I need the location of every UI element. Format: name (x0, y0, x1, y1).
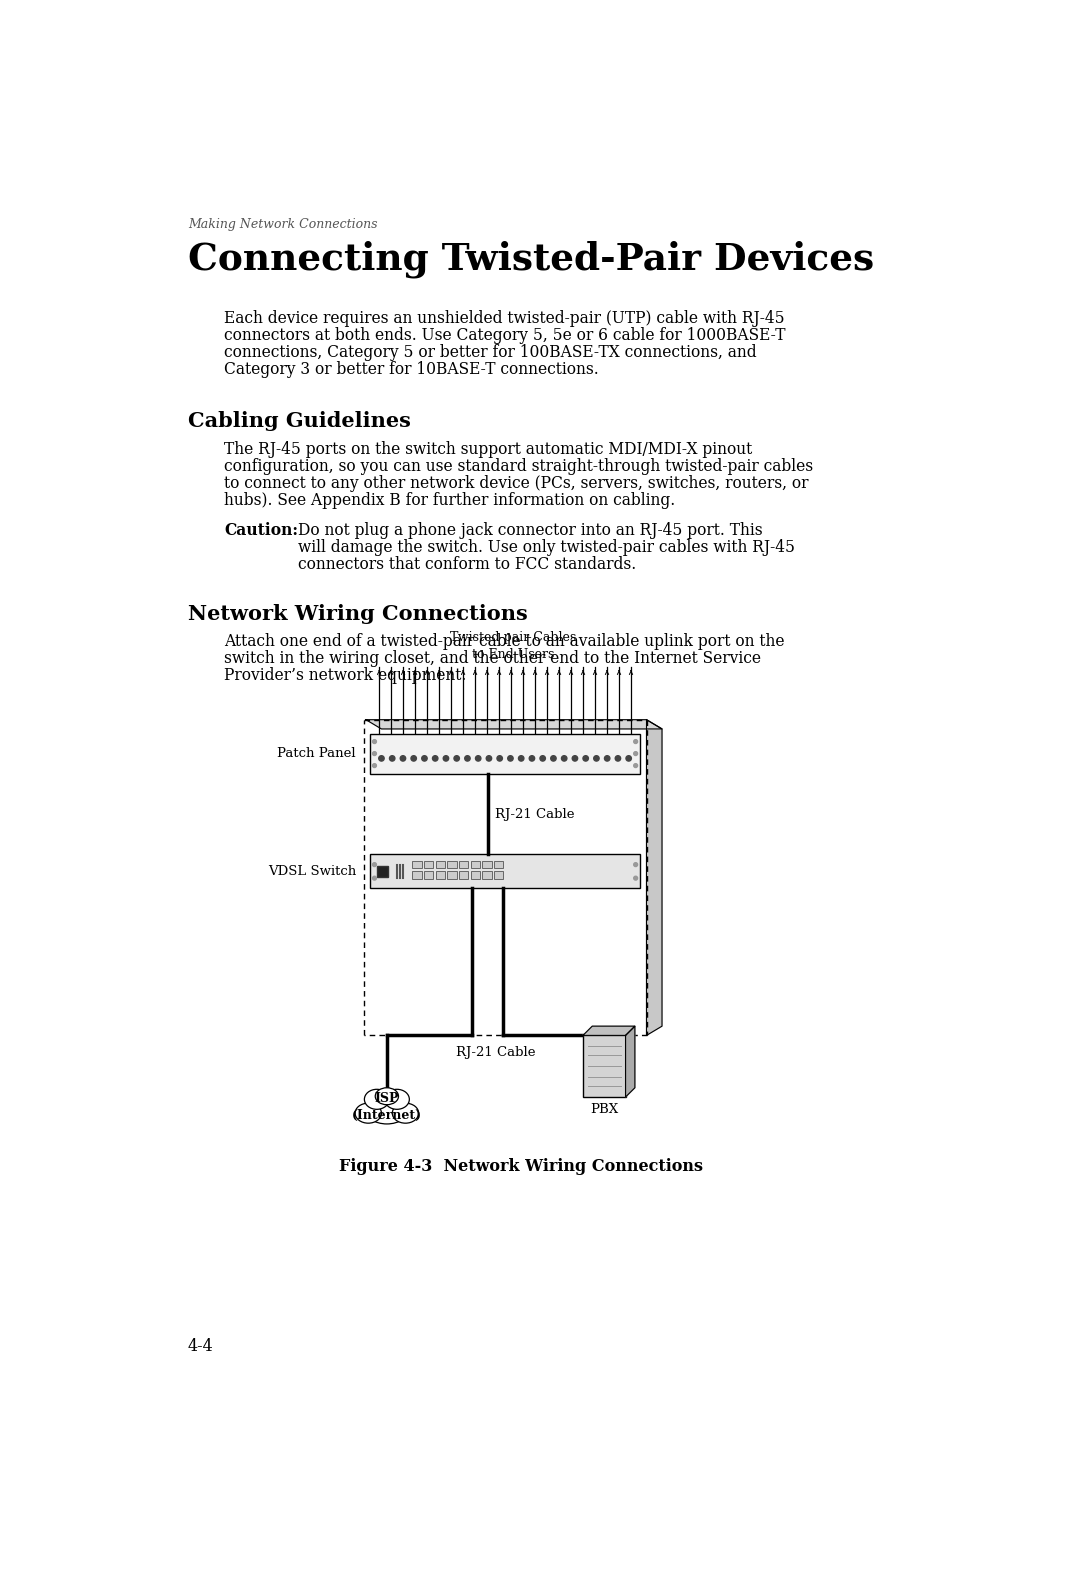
Ellipse shape (364, 1093, 409, 1124)
Text: ISP
(Internet): ISP (Internet) (352, 1093, 422, 1121)
Bar (494, 871, 503, 879)
Text: Network Wiring Connections: Network Wiring Connections (188, 603, 527, 623)
Polygon shape (583, 1027, 635, 1035)
Ellipse shape (392, 1104, 419, 1123)
Circle shape (432, 755, 437, 761)
Text: Connecting Twisted-Pair Devices: Connecting Twisted-Pair Devices (188, 240, 874, 278)
Ellipse shape (375, 1088, 399, 1105)
Circle shape (411, 755, 417, 761)
Circle shape (464, 755, 470, 761)
Text: VDSL Switch: VDSL Switch (268, 865, 356, 878)
Bar (369, 854, 640, 889)
Circle shape (518, 755, 524, 761)
Circle shape (373, 876, 377, 881)
Text: RJ-21 Cable: RJ-21 Cable (496, 807, 575, 821)
Bar (377, 867, 388, 876)
Text: Twisted-pair Cables
to End Users: Twisted-pair Cables to End Users (449, 631, 576, 661)
Polygon shape (366, 719, 662, 728)
Ellipse shape (355, 1104, 381, 1123)
Text: configuration, so you can use standard straight-through twisted-pair cables: configuration, so you can use standard s… (225, 458, 813, 476)
Circle shape (373, 752, 377, 755)
Text: connections, Category 5 or better for 100BASE-TX connections, and: connections, Category 5 or better for 10… (225, 344, 757, 361)
Bar (435, 860, 445, 868)
Circle shape (634, 763, 637, 768)
Text: Each device requires an unshielded twisted-pair (UTP) cable with RJ-45: Each device requires an unshielded twist… (225, 311, 785, 327)
Bar (471, 871, 480, 879)
Circle shape (605, 755, 610, 761)
Circle shape (634, 739, 637, 744)
Circle shape (508, 755, 513, 761)
Circle shape (373, 862, 377, 867)
Text: connectors at both ends. Use Category 5, 5e or 6 cable for 1000BASE-T: connectors at both ends. Use Category 5,… (225, 327, 785, 344)
Text: switch in the wiring closet, and the other end to the Internet Service: switch in the wiring closet, and the oth… (225, 650, 761, 667)
Text: Figure 4-3  Network Wiring Connections: Figure 4-3 Network Wiring Connections (338, 1157, 703, 1174)
Circle shape (390, 755, 395, 761)
Circle shape (562, 755, 567, 761)
Text: The RJ-45 ports on the switch support automatic MDI/MDI-X pinout: The RJ-45 ports on the switch support au… (225, 441, 753, 458)
Bar (494, 860, 503, 868)
Polygon shape (647, 719, 662, 1035)
Bar (435, 871, 445, 879)
Bar (413, 871, 422, 879)
Text: connectors that conform to FCC standards.: connectors that conform to FCC standards… (298, 556, 636, 573)
Circle shape (634, 876, 637, 881)
Circle shape (373, 739, 377, 744)
Ellipse shape (384, 1090, 409, 1110)
Circle shape (421, 755, 428, 761)
Bar (413, 860, 422, 868)
Circle shape (540, 755, 545, 761)
Text: Making Network Connections: Making Network Connections (188, 218, 377, 231)
Circle shape (497, 755, 502, 761)
Bar (447, 860, 457, 868)
Circle shape (529, 755, 535, 761)
Text: will damage the switch. Use only twisted-pair cables with RJ-45: will damage the switch. Use only twisted… (298, 539, 795, 556)
Bar (482, 860, 491, 868)
Circle shape (551, 755, 556, 761)
Bar (369, 733, 640, 774)
Circle shape (373, 763, 377, 768)
Bar (424, 860, 433, 868)
Text: Category 3 or better for 10BASE-T connections.: Category 3 or better for 10BASE-T connec… (225, 361, 599, 378)
Circle shape (572, 755, 578, 761)
Text: Provider’s network equipment.: Provider’s network equipment. (225, 667, 467, 683)
Circle shape (486, 755, 491, 761)
Polygon shape (625, 1027, 635, 1097)
Circle shape (379, 755, 384, 761)
Circle shape (634, 752, 637, 755)
Text: PBX: PBX (590, 1102, 619, 1116)
Circle shape (583, 755, 589, 761)
Circle shape (616, 755, 621, 761)
Text: Patch Panel: Patch Panel (278, 747, 356, 760)
Text: to connect to any other network device (PCs, servers, switches, routers, or: to connect to any other network device (… (225, 476, 809, 491)
Circle shape (443, 755, 448, 761)
Bar (447, 871, 457, 879)
Bar (424, 871, 433, 879)
Text: 4-4: 4-4 (188, 1338, 214, 1355)
Bar (471, 860, 480, 868)
Circle shape (475, 755, 481, 761)
Text: Caution:: Caution: (225, 521, 298, 539)
Circle shape (454, 755, 459, 761)
Circle shape (401, 755, 406, 761)
Circle shape (634, 862, 637, 867)
Bar (459, 871, 469, 879)
Text: Attach one end of a twisted-pair cable to an available uplink port on the: Attach one end of a twisted-pair cable t… (225, 633, 785, 650)
Text: Cabling Guidelines: Cabling Guidelines (188, 411, 410, 432)
Text: hubs). See Appendix B for further information on cabling.: hubs). See Appendix B for further inform… (225, 491, 675, 509)
Bar (583, 1035, 625, 1097)
Ellipse shape (364, 1090, 389, 1110)
Text: RJ-21 Cable: RJ-21 Cable (456, 1046, 535, 1058)
Bar (482, 871, 491, 879)
Circle shape (626, 755, 632, 761)
Text: Do not plug a phone jack connector into an RJ-45 port. This: Do not plug a phone jack connector into … (298, 521, 762, 539)
Bar (459, 860, 469, 868)
Circle shape (594, 755, 599, 761)
